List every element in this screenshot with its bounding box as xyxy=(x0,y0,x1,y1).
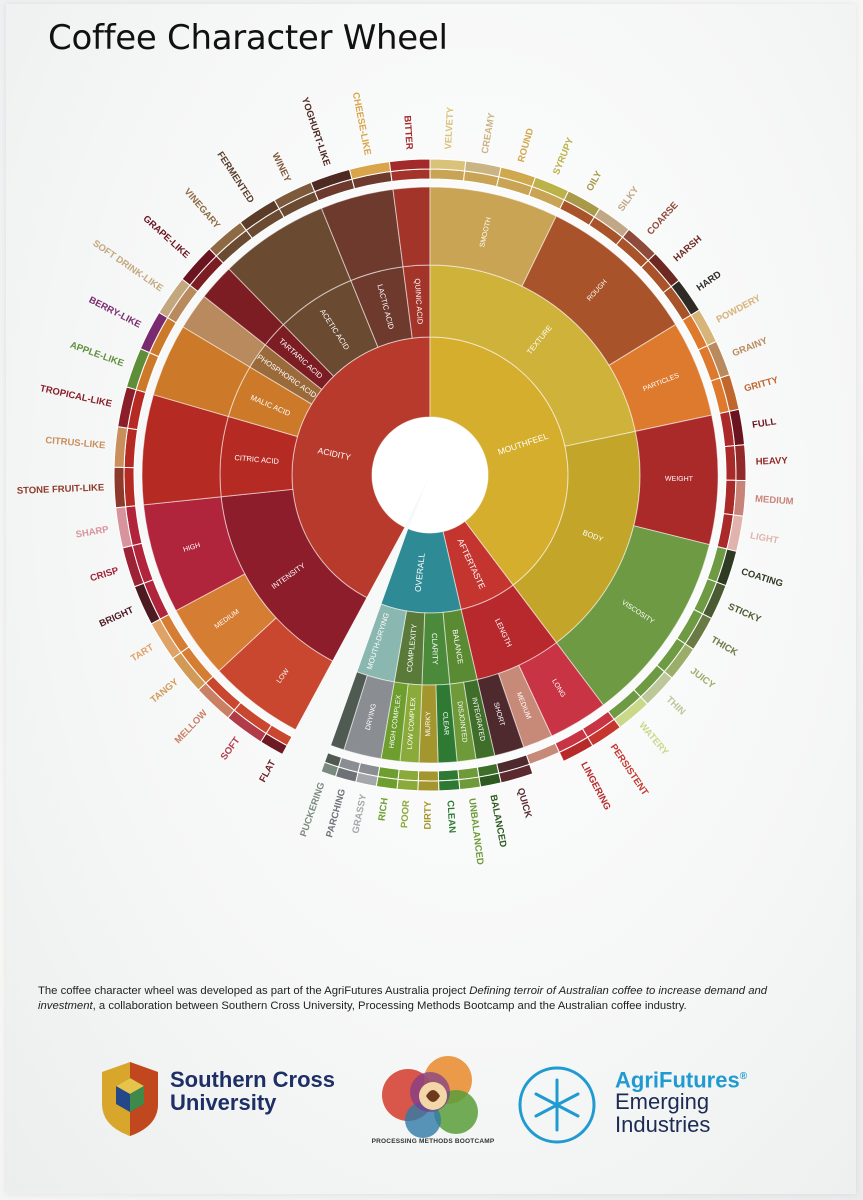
descriptor-label-apple-like: APPLE-LIKE xyxy=(68,340,125,370)
descriptor-label-heavy: HEAVY xyxy=(756,455,789,467)
descriptor-label-vinegary: VINEGARY xyxy=(182,186,223,231)
descriptor-label-grape-like: GRAPE-LIKE xyxy=(141,213,192,260)
descriptor-label-fermented: FERMENTED xyxy=(214,150,256,206)
descriptor-band-inner-poor xyxy=(397,768,420,782)
scu-name: Southern Cross University xyxy=(170,1067,336,1115)
descriptor-label-tart: TART xyxy=(129,642,156,664)
term-label-low-complex: LOW COMPLEX xyxy=(407,697,418,750)
descriptor-label-sharp: SHARP xyxy=(75,524,110,541)
descriptor-label-bitter: BITTER xyxy=(401,115,414,150)
descriptor-label-round: ROUND xyxy=(516,127,536,164)
term-label-high: HIGH xyxy=(183,542,202,554)
descriptor-label-lingering: LINGERING xyxy=(578,760,612,812)
caption: The coffee character wheel was developed… xyxy=(38,984,818,1014)
descriptor-label-oily: OILY xyxy=(584,169,604,194)
descriptor-label-mellow: MELLOW xyxy=(173,708,210,746)
category-label-overall: OVERALL xyxy=(413,552,427,592)
descriptor-label-soft-drink-like: SOFT DRINK-LIKE xyxy=(91,238,165,294)
sub-label-citric-acid: CITRIC ACID xyxy=(234,453,280,466)
agrifutures-word: AgriFutures xyxy=(615,1067,740,1093)
descriptor-label-syrupy: SYRUPY xyxy=(551,136,577,177)
descriptor-label-grassy: GRASSY xyxy=(350,792,369,834)
caption-text: The coffee character wheel was developed… xyxy=(38,985,470,997)
descriptor-label-sticky: STICKY xyxy=(726,601,763,625)
page-title: Coffee Character Wheel xyxy=(48,18,448,58)
pmb-splash-icon xyxy=(382,1056,478,1138)
agrifutures-registered-mark: ® xyxy=(739,1071,748,1082)
descriptor-label-gritty: GRITTY xyxy=(743,375,780,395)
descriptor-label-creamy: CREAMY xyxy=(480,112,498,155)
descriptor-label-soft: SOFT xyxy=(219,735,243,762)
descriptor-label-coarse: COARSE xyxy=(645,200,680,237)
descriptor-label-yoghurt-like: YOGHURT-LIKE xyxy=(299,96,332,168)
descriptor-band-heavy xyxy=(734,444,747,482)
descriptor-label-grainy: GRAINY xyxy=(731,335,770,359)
descriptor-label-coating: COATING xyxy=(740,566,784,589)
descriptor-band-inner-dirty xyxy=(417,770,440,782)
pmb-name: PROCESSING METHODS BOOTCAMP xyxy=(371,1138,495,1145)
term-label-clear: CLEAR xyxy=(441,712,449,736)
descriptor-band-medium xyxy=(525,742,560,765)
descriptor-band-poor xyxy=(396,778,419,792)
descriptor-label-light: LIGHT xyxy=(749,530,779,546)
descriptor-label-balanced: BALANCED xyxy=(487,794,508,849)
scu-logo: Southern Cross University xyxy=(98,1060,358,1140)
caption-project: Defining terroir of Australian coffee to… xyxy=(38,985,768,1012)
descriptor-label-harsh: HARSH xyxy=(671,234,704,265)
descriptor-label-powdery: POWDERY xyxy=(715,292,764,325)
descriptor-band-dirty xyxy=(417,780,440,792)
agrifutures-name: AgriFutures® xyxy=(615,1066,747,1091)
descriptor-band-inner-clean xyxy=(437,769,460,782)
descriptor-label-hard: HARD xyxy=(695,269,724,294)
descriptor-label-persistent: PERSISTENT xyxy=(608,742,651,798)
descriptor-label-clean: CLEAN xyxy=(444,800,457,833)
descriptor-band-unbalanced xyxy=(458,776,482,791)
sub-label-quinic-acid: QUINIC ACID xyxy=(413,278,425,325)
descriptor-label-stone-fruit-like: STONE FRUIT-LIKE xyxy=(17,482,105,496)
descriptor-label-tropical-like: TROPICAL-LIKE xyxy=(39,383,113,410)
descriptor-label-thin: THIN xyxy=(664,694,688,717)
caption-text-end: , a collaboration between Southern Cross… xyxy=(92,1000,687,1012)
wheel-gap xyxy=(258,475,430,819)
descriptor-label-bright: BRIGHT xyxy=(98,605,136,630)
descriptor-label-juicy: JUICY xyxy=(688,666,718,692)
scu-shield-icon xyxy=(102,1062,158,1136)
descriptor-label-unbalanced: UNBALANCED xyxy=(466,798,485,866)
descriptor-label-winey: WINEY xyxy=(269,151,293,184)
descriptor-label-medium: MEDIUM xyxy=(755,494,794,508)
descriptor-label-parching: PARCHING xyxy=(324,788,348,839)
descriptor-label-tangy: TANGY xyxy=(149,676,182,706)
descriptor-label-berry-like: BERRY-LIKE xyxy=(87,295,143,331)
descriptor-label-citrus-like: CITRUS-LIKE xyxy=(45,435,106,451)
descriptor-label-velvety: VELVETY xyxy=(443,106,456,150)
sub-label-clarity: CLARITY xyxy=(430,633,440,665)
descriptor-label-silky: SILKY xyxy=(616,184,642,214)
term-label-murky: MURKY xyxy=(425,711,432,737)
descriptor-label-dirty: DIRTY xyxy=(423,800,434,829)
pmb-logo: PROCESSING METHODS BOOTCAMP xyxy=(372,1050,494,1150)
descriptor-label-thick: THICK xyxy=(709,634,740,658)
descriptor-band-inner-heavy xyxy=(724,445,737,481)
agrifutures-star-icon xyxy=(518,1066,596,1144)
descriptor-label-crisp: CRISP xyxy=(89,565,121,584)
descriptor-label-poor: POOR xyxy=(399,800,412,829)
descriptor-label-quick: QUICK xyxy=(515,787,534,820)
descriptor-label-watery: WATERY xyxy=(636,720,670,758)
descriptor-band-velvety xyxy=(429,158,467,172)
descriptor-band-clean xyxy=(438,779,461,792)
term-label-weight: WEIGHT xyxy=(665,476,694,484)
agrifutures-logo: AgriFutures® Emerging Industries xyxy=(512,1060,772,1150)
descriptor-label-cheese-like: CHEESE-LIKE xyxy=(350,91,373,156)
descriptor-label-rich: RICH xyxy=(377,797,391,822)
descriptor-band-stone-fruit-like xyxy=(113,466,127,509)
descriptor-band-inner-stone-fruit-like xyxy=(123,466,137,508)
agrifutures-sub: Emerging Industries xyxy=(615,1089,711,1137)
descriptor-label-full: FULL xyxy=(751,416,777,431)
